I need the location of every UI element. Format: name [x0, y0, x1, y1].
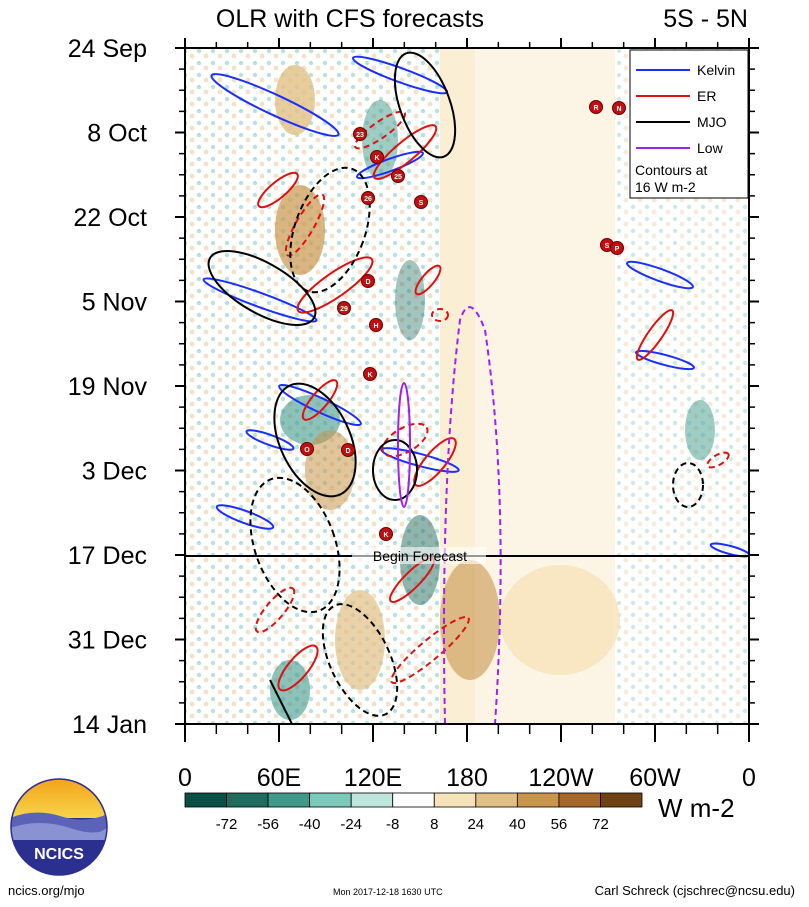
logo-text: NCICS [34, 846, 84, 863]
tc-marker: K [379, 527, 393, 541]
mjo-contours [207, 51, 704, 724]
x-tick-label: 60E [257, 764, 301, 792]
colorbar-swatch [558, 792, 601, 808]
colorbar-tick-label: -72 [216, 816, 238, 833]
footer-url[interactable]: ncics.org/mjo [8, 883, 85, 898]
tc-marker: 23 [353, 127, 367, 141]
colorbar-tick-label: 56 [551, 816, 568, 833]
tc-label: K [374, 155, 379, 162]
x-tick-label: 60W [629, 764, 681, 792]
colorbar-swatch [392, 792, 435, 808]
legend-label: Low [697, 140, 724, 156]
colorbar-tick-label: -56 [257, 816, 279, 833]
x-tick-label: 120W [528, 764, 594, 792]
ncics-logo: NCICS [10, 778, 108, 876]
y-tick-label: 3 Dec [82, 458, 147, 486]
tc-label: S [605, 243, 610, 250]
y-tick-label: 14 Jan [72, 711, 147, 739]
y-tick-label: 31 Dec [68, 627, 147, 655]
tc-marker: R [589, 100, 603, 114]
tc-label: O [304, 447, 310, 454]
region-label: 5S - 5N [663, 5, 748, 33]
x-tick-label: 180 [446, 764, 488, 792]
tc-marker: D [361, 274, 375, 288]
kelvin-contours [202, 55, 749, 558]
er-contours [254, 110, 730, 692]
tc-label: K [383, 532, 388, 539]
legend: Kelvin ER MJO Low Contours at 16 W m-2 [629, 49, 749, 199]
colorbar-swatch [433, 792, 477, 808]
colorbar-swatch [184, 792, 227, 808]
tc-marker: N [612, 101, 626, 115]
tc-marker: 29 [337, 301, 351, 315]
colorbar-tick-label: -24 [340, 816, 362, 833]
filter-contours [202, 51, 749, 724]
tc-marker: K [363, 367, 377, 381]
tc-marker: P [610, 241, 624, 255]
y-tick-label: 19 Nov [68, 373, 148, 401]
tc-marker: H [369, 318, 383, 332]
tc-label: 26 [364, 196, 372, 203]
colorbar-tick-label: -8 [386, 816, 399, 833]
colorbar-tick-label: 24 [467, 816, 484, 833]
x-axis: 0 60E 120E 180 120W 60W 0 [178, 38, 756, 792]
colorbar-swatch [267, 792, 311, 808]
colorbar-swatch [475, 792, 518, 808]
legend-label: MJO [697, 114, 727, 130]
low-contours [397, 306, 502, 724]
colorbar-swatch [309, 792, 352, 808]
colorbar-swatch [516, 792, 560, 808]
chart-title: OLR with CFS forecasts [216, 5, 484, 33]
y-tick-label: 8 Oct [87, 120, 147, 148]
x-tick-label: 0 [178, 764, 192, 792]
legend-note-1: Contours at [635, 162, 707, 178]
tc-marker: K [370, 150, 384, 164]
tc-label: 29 [340, 306, 348, 313]
tc-label: 25 [394, 174, 402, 181]
tc-marker: O [300, 442, 314, 456]
tc-label: 23 [356, 132, 364, 139]
x-tick-label: 0 [742, 764, 756, 792]
tc-label: N [616, 106, 621, 113]
tc-marker: 26 [361, 191, 375, 205]
tc-marker: D [341, 443, 355, 457]
y-tick-label: 24 Sep [68, 35, 147, 63]
y-tick-label: 22 Oct [73, 204, 147, 232]
tc-label: P [615, 246, 620, 253]
footer-author: Carl Schreck (cjschrec@ncsu.edu) [594, 883, 795, 898]
colorbar-swatch [350, 792, 394, 808]
footer-timestamp: Mon 2017-12-18 1630 UTC [333, 887, 443, 897]
colorbar-unit: W m-2 [658, 793, 735, 823]
y-tick-label: 5 Nov [82, 289, 148, 317]
colorbar-tick-label: 72 [592, 816, 609, 833]
colorbar-tick-label: 40 [509, 816, 526, 833]
colorbar-tick-label: 8 [430, 816, 438, 833]
colorbar-swatch [226, 792, 269, 808]
x-tick-label: 120E [344, 764, 402, 792]
tc-marker: 25 [391, 169, 405, 183]
y-tick-label: 17 Dec [68, 542, 147, 570]
forecast-label-bg [352, 547, 486, 564]
colorbar-swatch [600, 792, 643, 808]
tc-marker: S [414, 195, 428, 209]
y-axis: 24 Sep 8 Oct 22 Oct 5 Nov 19 Nov 3 Dec 17 Dec 3… [68, 35, 759, 739]
legend-label: Kelvin [697, 62, 735, 78]
tc-label: K [367, 372, 372, 379]
tc-label: R [593, 105, 598, 112]
tc-label: H [373, 323, 378, 330]
tc-label: S [419, 200, 424, 207]
forecast-label: Begin Forecast [373, 548, 467, 564]
tc-label: D [345, 448, 350, 455]
colorbar-tick-label: -40 [299, 816, 321, 833]
tc-label: D [365, 279, 370, 286]
legend-label: ER [697, 88, 716, 104]
colorbar: -72 -56 -40 -24 -8 8 24 40 56 72 [184, 792, 643, 833]
legend-note-2: 16 W m-2 [635, 179, 696, 195]
legend-box [629, 49, 749, 199]
